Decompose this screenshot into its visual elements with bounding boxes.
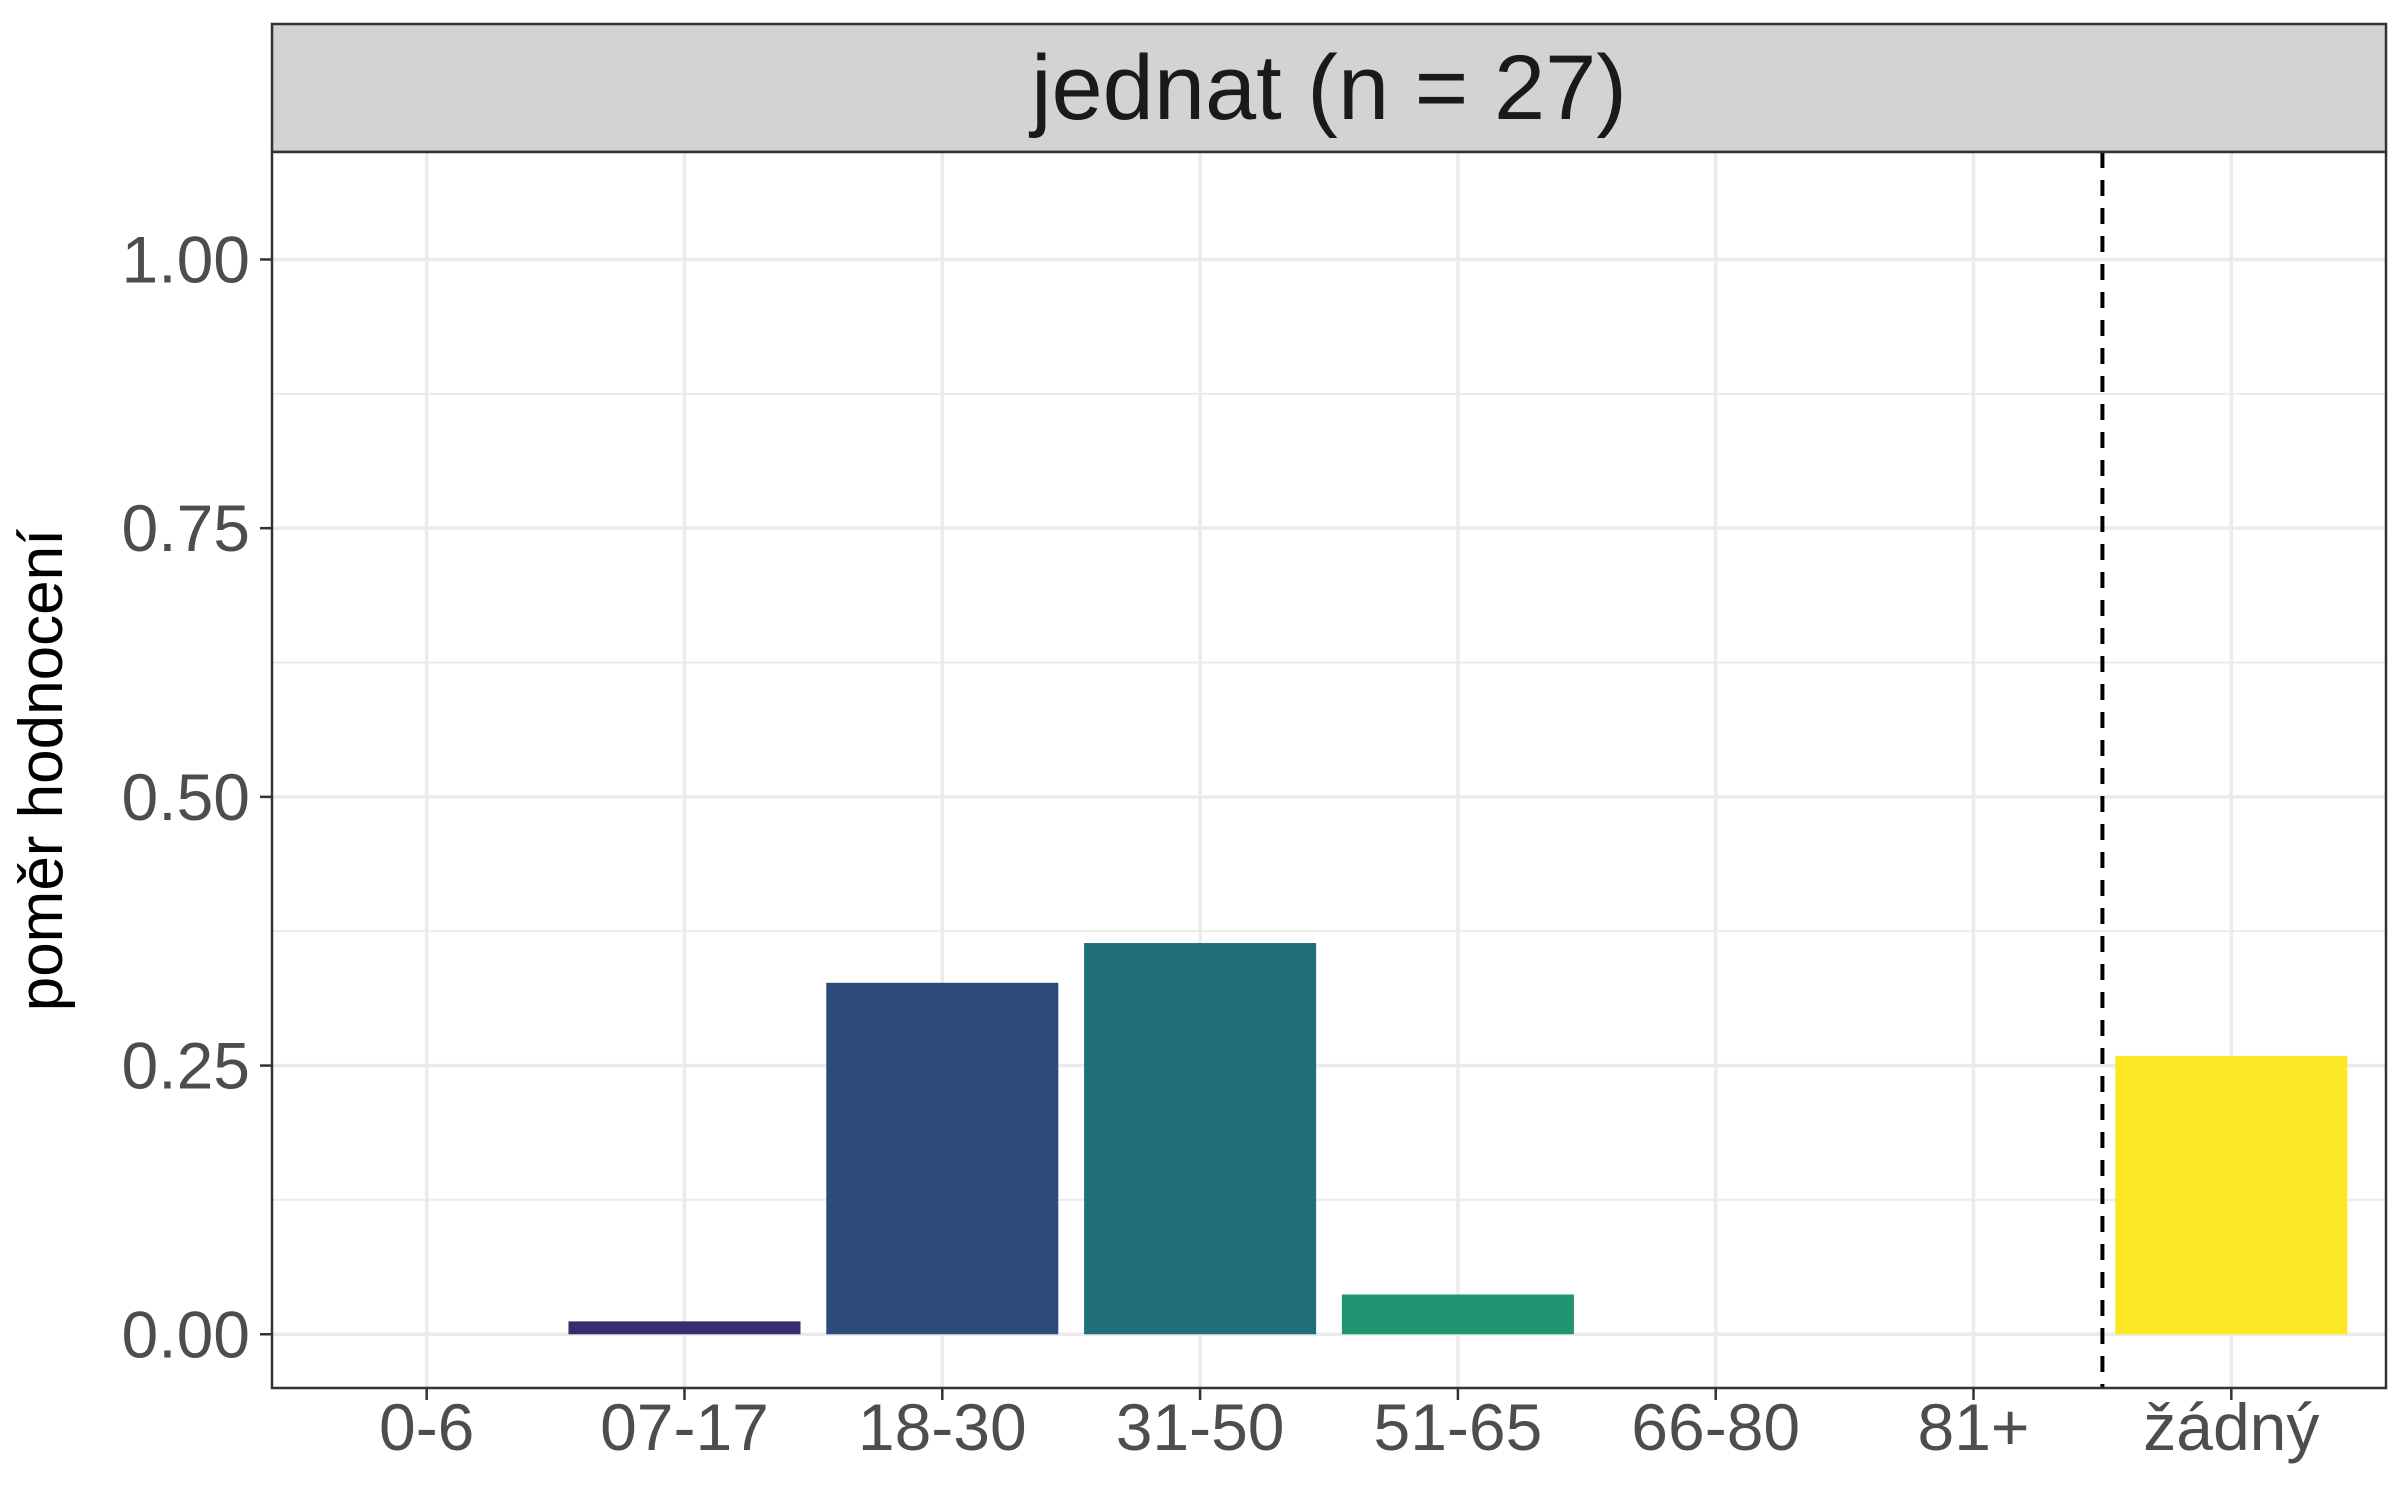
- bars: [568, 943, 2348, 1335]
- y-tick-label: 0.00: [122, 1297, 250, 1371]
- facet-title: jednat (n = 27): [1028, 37, 1627, 139]
- y-tick-label: 0.75: [122, 491, 250, 565]
- plot-panel-border: [270, 150, 2388, 1390]
- grid-major: [272, 152, 2386, 1388]
- grid-minor: [272, 392, 2386, 1201]
- bar-31-50: [1084, 943, 1317, 1335]
- y-tick-label: 0.25: [122, 1029, 250, 1103]
- bar-51-65: [1341, 1294, 1574, 1335]
- y-tick-label: 1.00: [122, 222, 250, 296]
- bar-18-30: [826, 982, 1059, 1335]
- x-tick-label: 0-6: [379, 1390, 474, 1464]
- facet-strip: [270, 22, 2388, 154]
- y-axis-label: poměr hodnocení: [7, 529, 76, 1012]
- x-tick-label: žádný: [2143, 1390, 2319, 1464]
- y-tick-label: 0.50: [122, 760, 250, 834]
- x-tick-label: 66-80: [1631, 1390, 1800, 1464]
- x-tick-label: 81+: [1918, 1390, 2030, 1464]
- x-tick-label: 07-17: [600, 1390, 769, 1464]
- y-axis: 0.00 0.25 0.50 0.75 1.00: [122, 222, 272, 1371]
- x-tick-label: 51-65: [1373, 1390, 1542, 1464]
- bar-žádný: [2115, 1055, 2348, 1335]
- x-tick-label: 31-50: [1116, 1390, 1285, 1464]
- x-axis: 0-6 07-17 18-30 31-50 51-65 66-80 81+ žádný: [379, 1388, 2319, 1464]
- plot-panel: [272, 152, 2386, 1388]
- x-tick-label: 18-30: [858, 1390, 1027, 1464]
- bar-07-17: [568, 1321, 801, 1335]
